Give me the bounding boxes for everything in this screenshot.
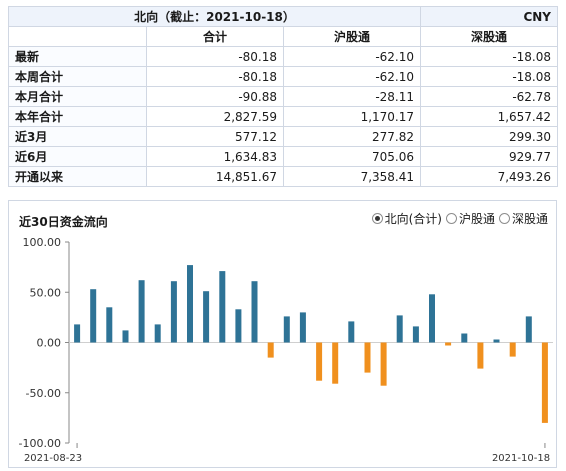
bar	[380, 342, 387, 386]
option-label: 北向(合计)	[384, 212, 442, 226]
table-title: 北向（截止：2021-10-18）	[8, 6, 421, 27]
option-northbound-total[interactable]: 北向(合计)	[371, 210, 442, 227]
bar	[316, 342, 323, 381]
flow-summary: 北向（截止：2021-10-18） CNY 合计 沪股通 深股通 最新 -80.1…	[8, 6, 558, 187]
bar	[138, 280, 145, 343]
table-header-row: 北向（截止：2021-10-18） CNY	[8, 6, 558, 27]
option-sh-connect[interactable]: 沪股通	[445, 210, 495, 227]
row-label: 开通以来	[8, 166, 147, 187]
table-row: 近6月 1,634.83 705.06 929.77	[8, 146, 558, 167]
bar	[429, 294, 435, 343]
row-label: 近3月	[8, 126, 147, 147]
series-selector: 北向(合计) 沪股通 深股通	[371, 210, 548, 227]
bar	[154, 324, 161, 343]
table-row: 近3月 577.12 277.82 299.30	[8, 126, 558, 147]
bar	[90, 289, 97, 343]
column-header-row: 合计 沪股通 深股通	[8, 26, 558, 47]
bar	[445, 342, 452, 346]
value-cell: -18.08	[420, 46, 558, 67]
table-row: 本年合计 2,827.59 1,170.17 1,657.42	[8, 106, 558, 127]
bar	[525, 316, 532, 343]
bar	[509, 342, 516, 357]
value-cell: 705.06	[283, 146, 421, 167]
table-row: 本周合计 -80.18 -62.10 -18.08	[8, 66, 558, 87]
bar	[122, 330, 129, 343]
option-sz-connect[interactable]: 深股通	[498, 210, 548, 227]
bar	[412, 326, 419, 343]
row-label: 本年合计	[8, 106, 147, 127]
x-start-label: 2021-08-23	[24, 453, 82, 464]
bar	[477, 342, 484, 369]
radio-icon[interactable]	[371, 213, 383, 224]
y-tick-label: 50.00	[30, 286, 62, 299]
flow-table: 北向（截止：2021-10-18） CNY 合计 沪股通 深股通 最新 -80.1…	[8, 6, 558, 187]
radio-icon[interactable]	[498, 213, 510, 224]
y-tick-label: 0.00	[37, 337, 62, 350]
value-cell: 1,170.17	[283, 106, 421, 127]
bar	[219, 271, 226, 343]
row-label: 本周合计	[8, 66, 147, 87]
bar	[299, 312, 306, 343]
radio-icon[interactable]	[445, 213, 457, 224]
bar	[283, 316, 290, 343]
bar	[170, 281, 177, 343]
value-cell: 7,358.41	[283, 166, 421, 187]
bar	[461, 333, 468, 343]
table-row: 开通以来 14,851.67 7,358.41 7,493.26	[8, 166, 558, 187]
value-cell: 1,657.42	[420, 106, 558, 127]
bar	[348, 321, 355, 343]
bar	[187, 265, 193, 343]
option-label: 深股通	[511, 212, 548, 226]
x-end-label: 2021-10-18	[492, 453, 550, 464]
bar	[332, 342, 339, 384]
bar	[106, 307, 113, 343]
y-tick-label: -100.00	[19, 437, 61, 450]
chart-title: 近30日资金流向	[19, 215, 108, 229]
bar	[267, 342, 274, 358]
value-cell: 7,493.26	[420, 166, 558, 187]
bar	[203, 291, 210, 343]
chart-panel: 近30日资金流向 北向(合计) 沪股通 深股通	[8, 200, 557, 468]
col-header-total: 合计	[146, 26, 284, 47]
option-label: 沪股通	[458, 212, 495, 226]
value-cell: 299.30	[420, 126, 558, 147]
bar	[364, 342, 371, 373]
y-tick-label: -50.00	[26, 387, 61, 400]
bar	[235, 309, 242, 343]
row-label: 本月合计	[8, 86, 147, 107]
y-tick-label: 100.00	[23, 236, 62, 249]
bar	[493, 339, 500, 343]
currency-unit: CNY	[420, 6, 558, 27]
corner-cell	[8, 26, 147, 47]
bar	[396, 315, 403, 343]
bar	[74, 324, 81, 343]
bar	[251, 281, 258, 343]
value-cell: 14,851.67	[146, 166, 284, 187]
bar	[541, 342, 548, 423]
